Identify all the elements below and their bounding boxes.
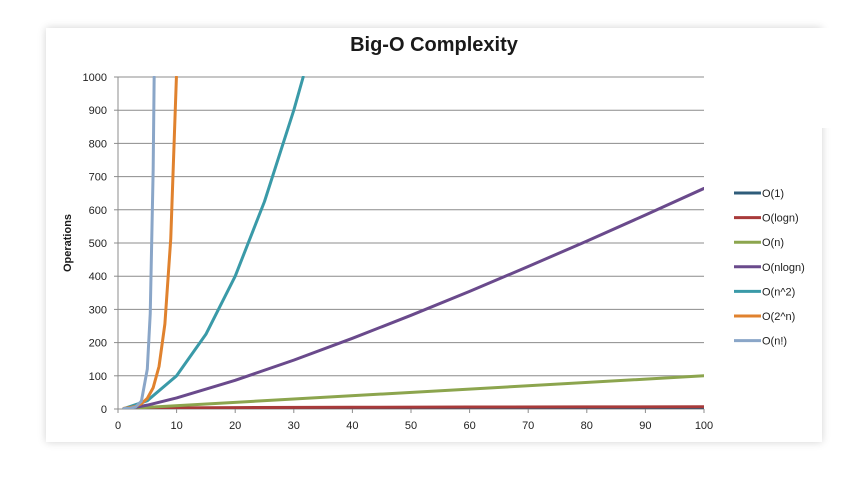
x-tick-label: 40 bbox=[346, 420, 358, 432]
y-tick-label: 700 bbox=[89, 172, 107, 184]
x-tick-label: 10 bbox=[170, 420, 182, 432]
legend-label: O(n) bbox=[762, 237, 784, 249]
x-tick-label: 100 bbox=[695, 420, 713, 432]
legend-label: O(logn) bbox=[762, 213, 799, 225]
y-tick-label: 400 bbox=[89, 271, 107, 283]
series-line-o-logn bbox=[128, 405, 704, 409]
card-notch bbox=[820, 28, 854, 128]
y-tick-label: 500 bbox=[89, 238, 107, 250]
y-tick-label: 200 bbox=[89, 338, 107, 350]
x-tick-labels: 0 10 20 30 40 50 60 70 80 90 100 bbox=[115, 420, 713, 432]
legend-label: O(2^n) bbox=[762, 311, 795, 323]
x-tick-label: 20 bbox=[229, 420, 241, 432]
legend-label: O(n^2) bbox=[762, 286, 795, 298]
chart-title: Big-O Complexity bbox=[350, 34, 518, 56]
x-tick-label: 80 bbox=[581, 420, 593, 432]
x-tick-label: 90 bbox=[639, 420, 651, 432]
y-tick-label: 900 bbox=[89, 105, 107, 117]
x-tick-label: 50 bbox=[405, 420, 417, 432]
x-tick-label: 0 bbox=[115, 420, 121, 432]
series-line-o-nlogn bbox=[128, 186, 704, 409]
legend-label: O(1) bbox=[762, 188, 784, 200]
series-line-o-n-2 bbox=[122, 76, 305, 409]
y-tick-labels: 0 100 200 300 400 500 600 700 800 900 1000 bbox=[83, 72, 107, 416]
x-tick-label: 30 bbox=[288, 420, 300, 432]
y-tick-label: 1000 bbox=[83, 72, 107, 84]
legend-label: O(n!) bbox=[762, 336, 787, 348]
gridlines bbox=[118, 76, 704, 377]
x-tick-label: 70 bbox=[522, 420, 534, 432]
legend: O(1) O(logn) O(n) O(nlogn) O(n^2) O(2^n) O(n!) bbox=[734, 188, 805, 348]
series-lines bbox=[122, 76, 704, 409]
x-tick-label: 60 bbox=[463, 420, 475, 432]
axes bbox=[114, 76, 705, 413]
y-tick-label: 0 bbox=[101, 404, 107, 416]
y-tick-label: 800 bbox=[89, 138, 107, 150]
y-tick-label: 100 bbox=[89, 371, 107, 383]
y-tick-label: 300 bbox=[89, 304, 107, 316]
series-line-o-n bbox=[122, 374, 704, 409]
series-line-o-n bbox=[122, 76, 156, 409]
legend-label: O(nlogn) bbox=[762, 262, 805, 274]
y-tick-label: 600 bbox=[89, 205, 107, 217]
